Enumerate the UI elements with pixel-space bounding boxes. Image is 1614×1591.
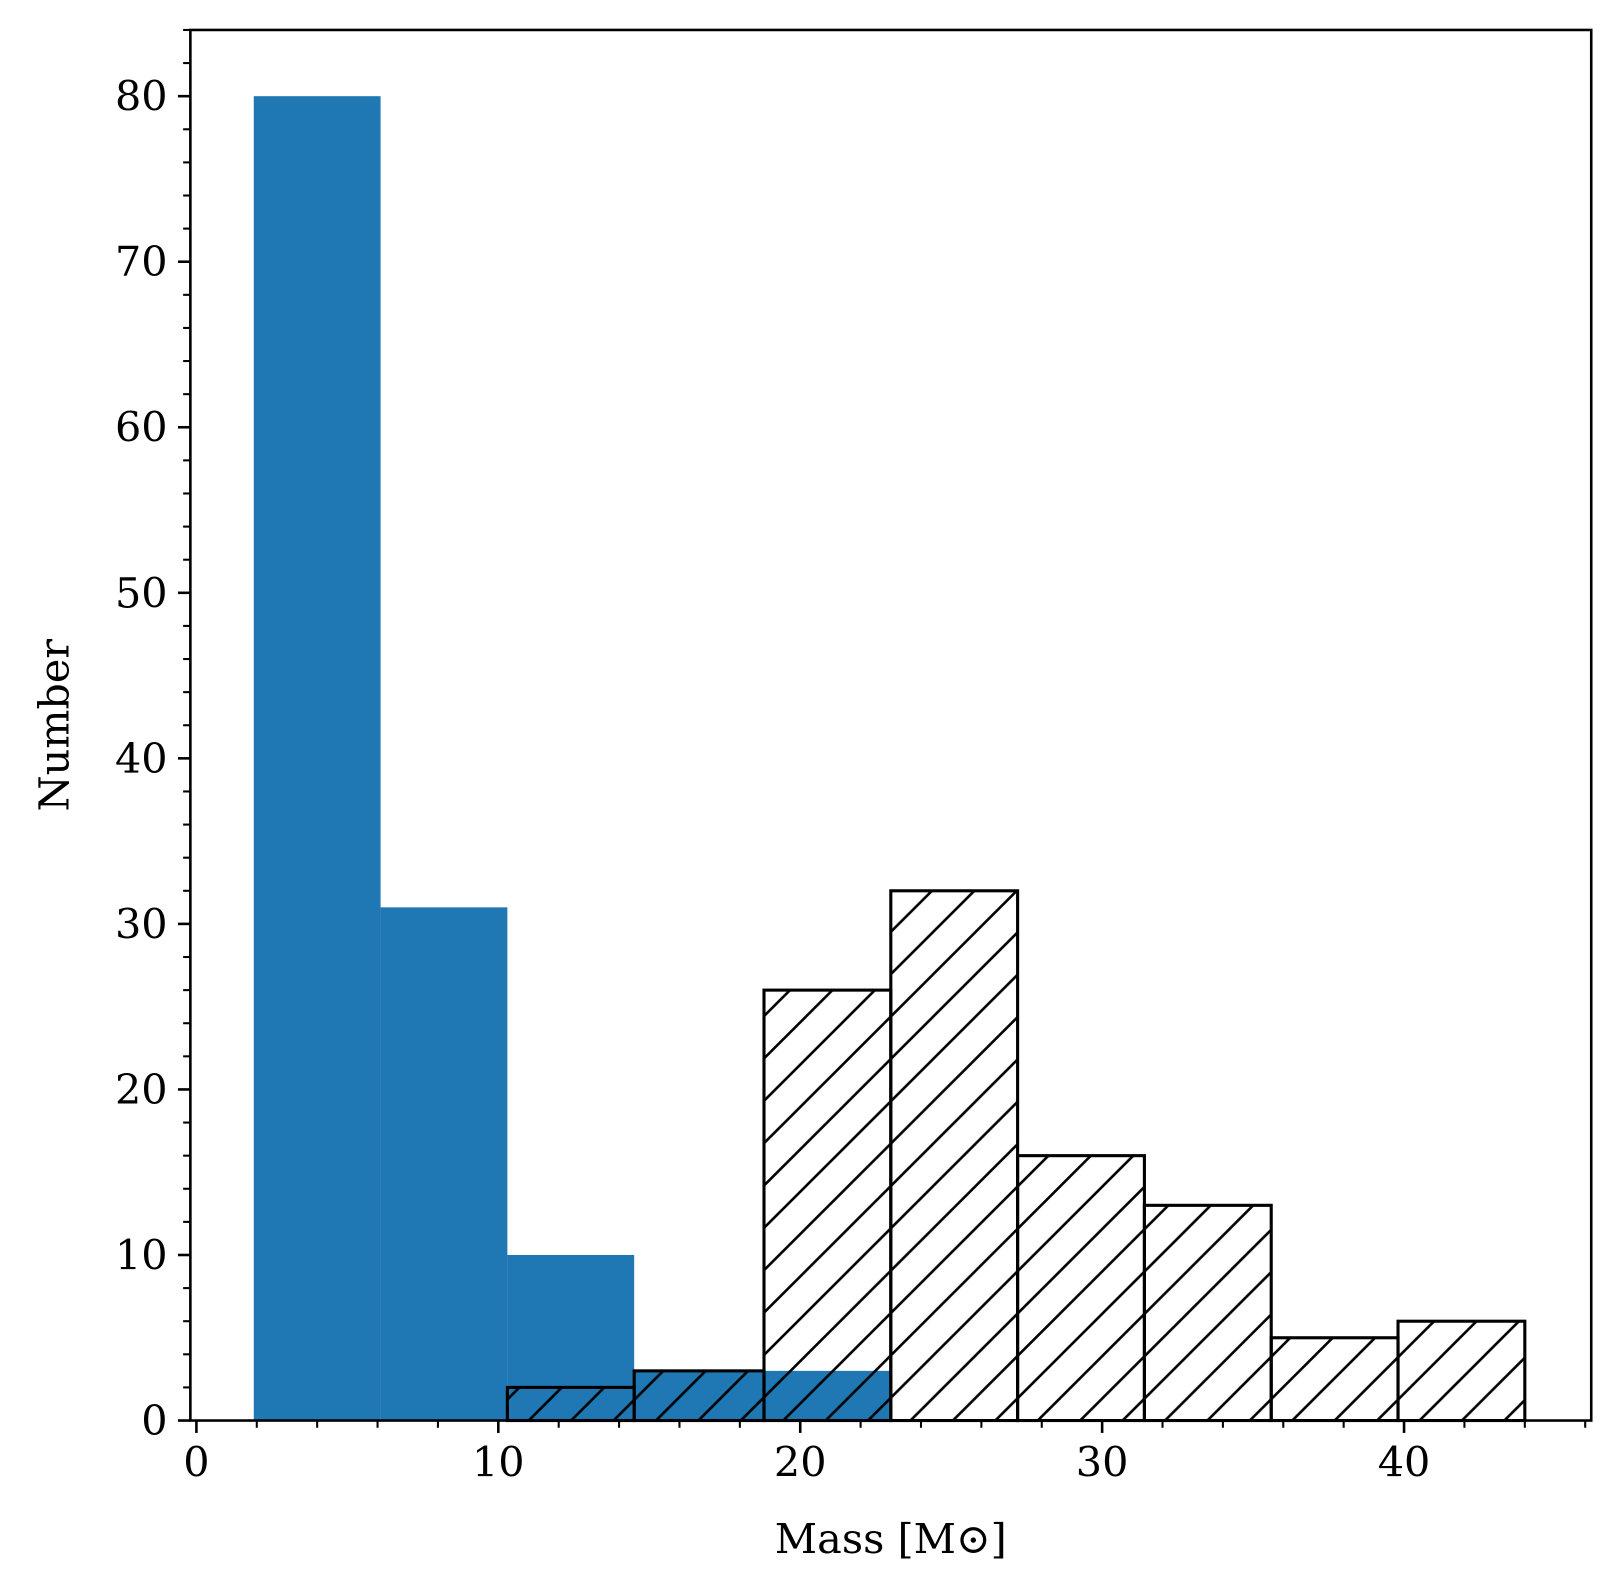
bar [762,988,893,1423]
x-axis-label: Mass [M⊙] [775,1515,1007,1563]
y-tick-label: 30 [115,900,168,948]
y-tick-label: 40 [115,735,168,783]
bar [1142,1203,1273,1423]
bar [253,96,381,1421]
bar [1016,1154,1146,1423]
bar [505,1385,636,1423]
y-tick-label: 80 [115,73,168,121]
bar [632,1369,766,1423]
y-axis-label: Number [30,639,78,812]
x-tick-label: 40 [1378,1438,1431,1486]
x-tick-label: 0 [183,1438,209,1486]
x-tick-label: 10 [472,1438,525,1486]
x-tick-label: 30 [1076,1438,1129,1486]
y-tick-label: 0 [141,1397,167,1445]
y-tick-label: 50 [115,569,168,617]
bar [889,889,1020,1423]
y-tick-label: 10 [115,1231,168,1279]
bar [380,907,508,1421]
y-tick-label: 60 [115,404,168,452]
x-tick-label: 20 [774,1438,827,1486]
y-tick-label: 70 [115,238,168,286]
bar [1396,1319,1527,1423]
bar [1269,1336,1400,1423]
y-tick-label: 20 [115,1066,168,1114]
